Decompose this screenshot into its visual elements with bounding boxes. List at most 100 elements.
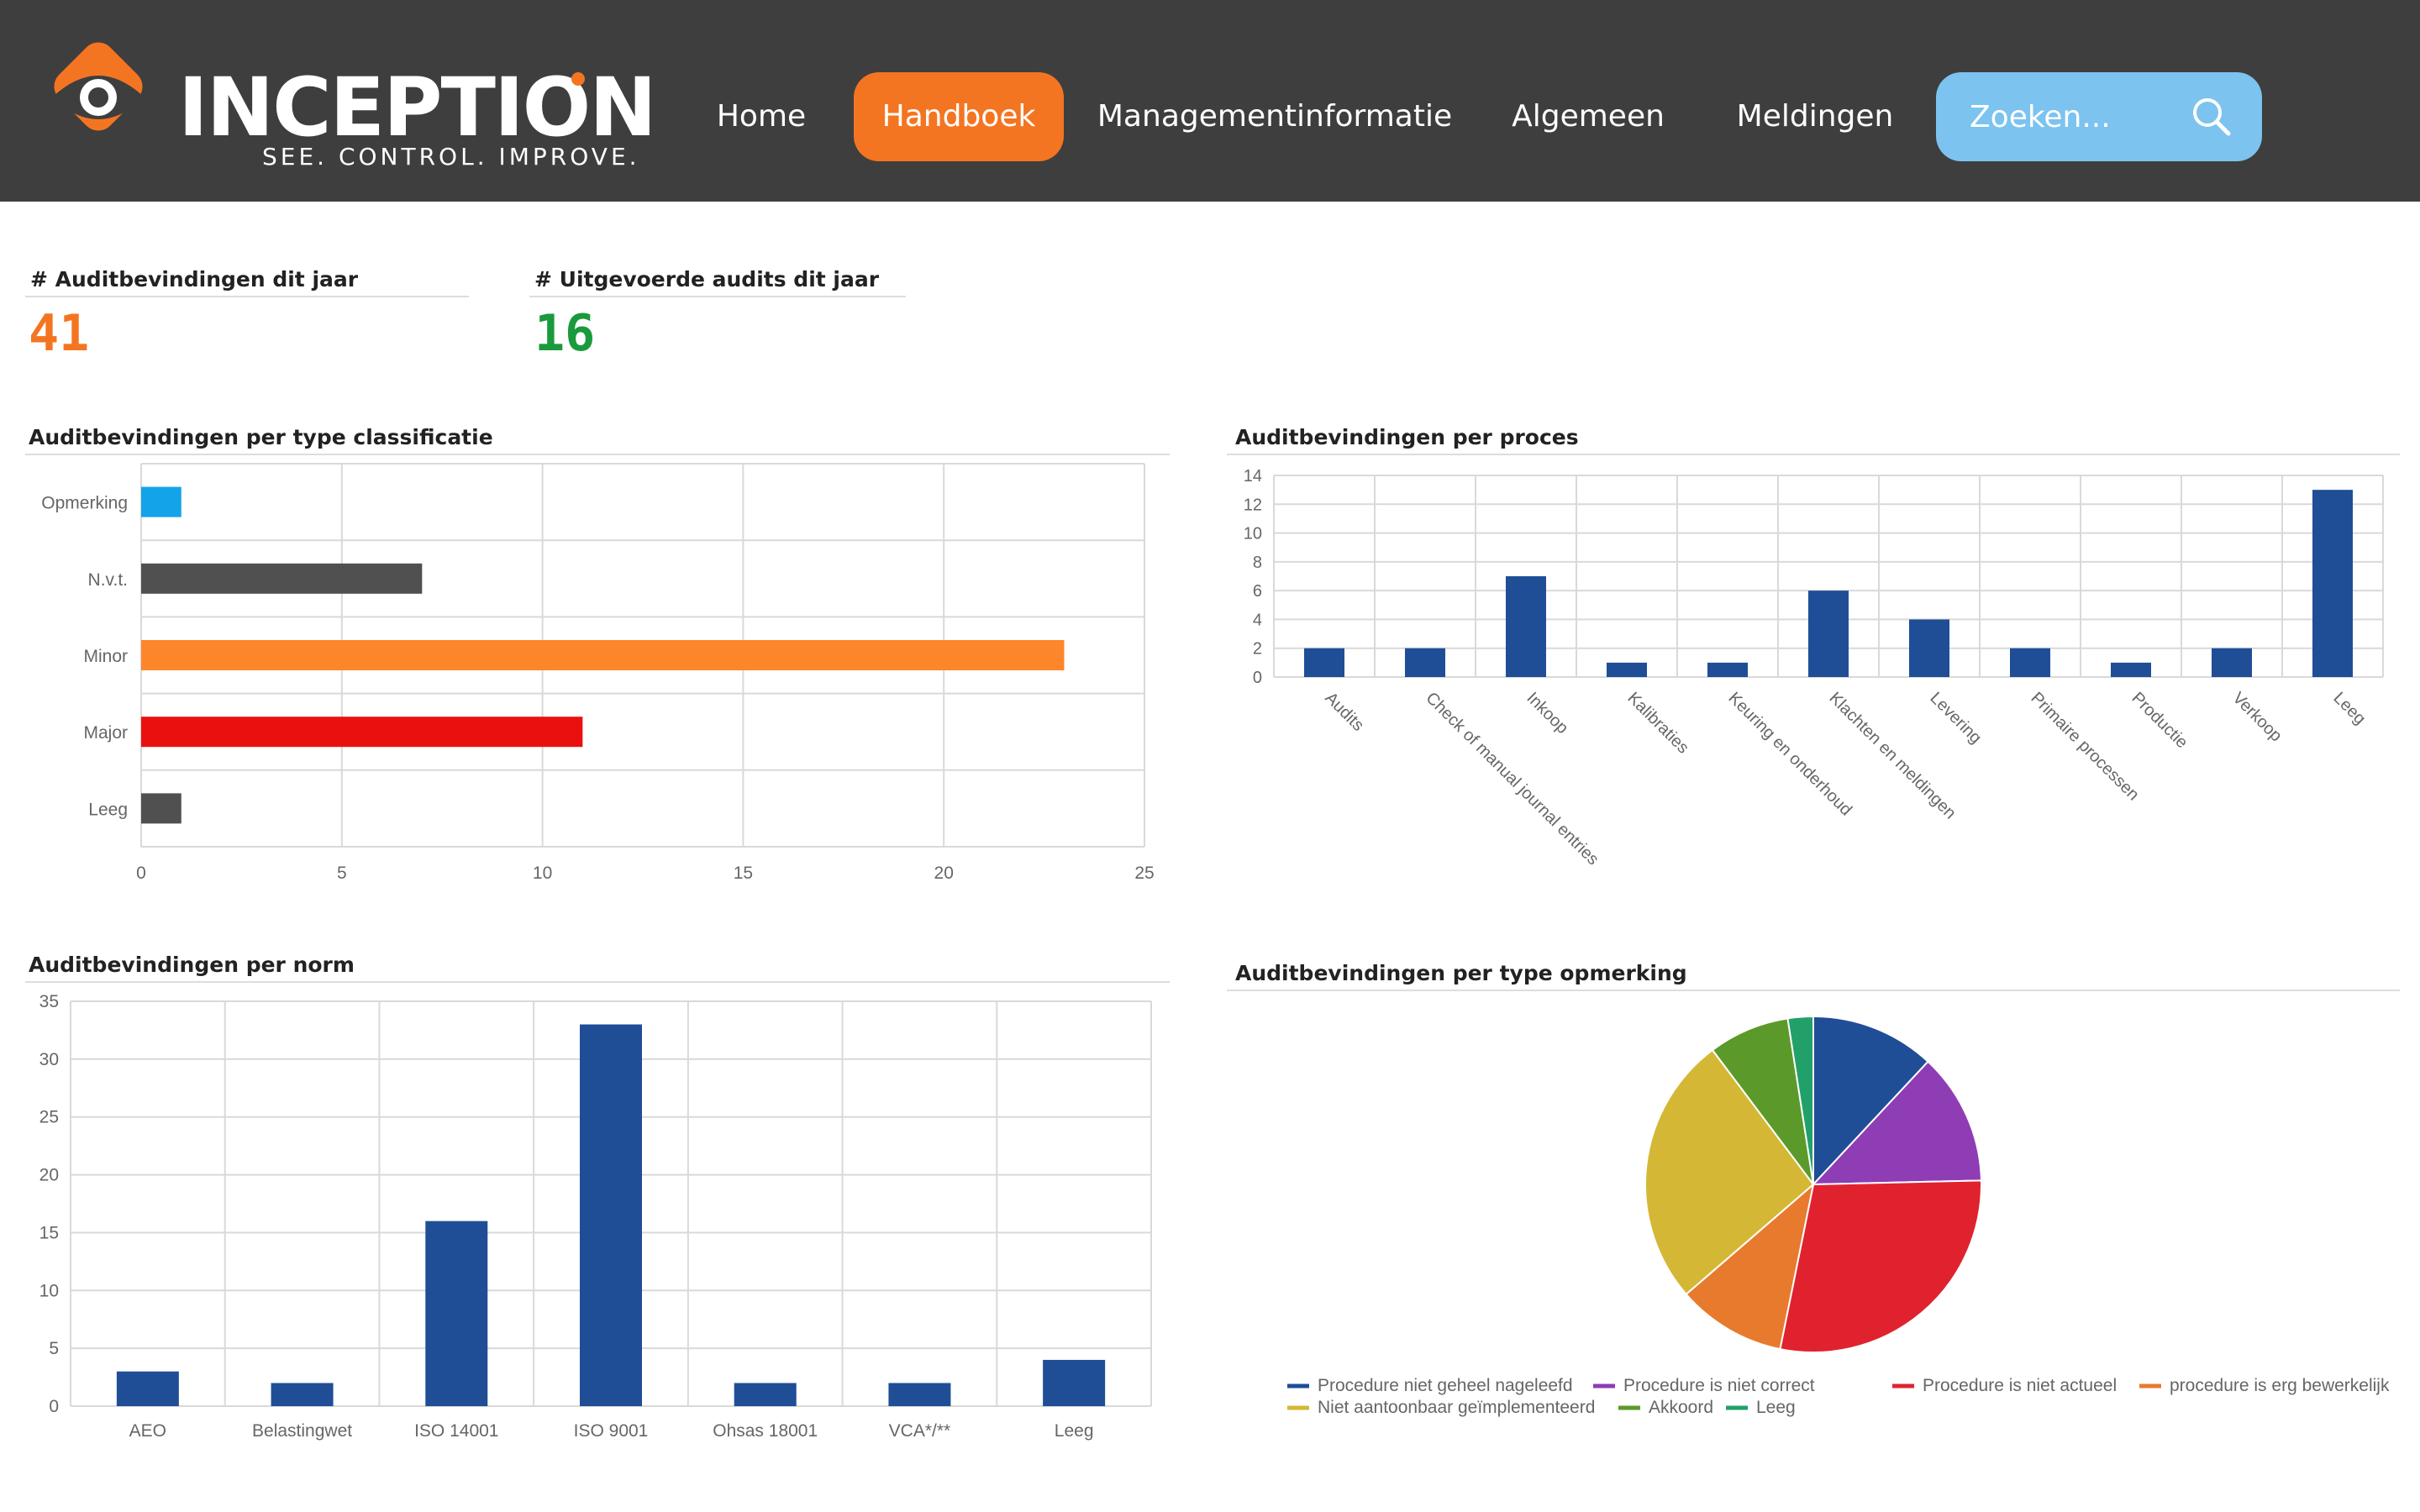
bar-chart-proces: 0 2 4 6 8 10 12 14 Audits Check of manual journal…: [1244, 467, 2384, 869]
bar-minor: [141, 640, 1065, 670]
y-tick-label: 0: [1253, 669, 1262, 687]
bar-klachten-en-meldingen: [1808, 591, 1849, 677]
x-tick-label: 5: [337, 864, 347, 883]
y-tick-label: 35: [39, 992, 59, 1011]
top-navigation-bar: INCEPTION SEE. CONTROL. IMPROVE. Home Ha…: [0, 0, 2420, 202]
x-tick-label: Primaire processen: [2027, 689, 2142, 804]
x-tick-label: VCA*/**: [889, 1421, 951, 1441]
bar-major: [141, 717, 583, 748]
divider-classificatie: [25, 454, 1170, 455]
divider-norm: [25, 981, 1170, 983]
bar-audits: [1304, 648, 1344, 677]
pie-slice-akkoord: [1711, 1017, 1814, 1185]
legend-label: Niet aantoonbaar geïmplementeerd: [1318, 1398, 1595, 1417]
pie-slice-niet-aantoonbaar-ge-mplementeerd: [1644, 1048, 1815, 1296]
x-tick-label: ISO 9001: [574, 1421, 649, 1441]
bar-aeo: [116, 1371, 179, 1406]
bar-vca-: [888, 1383, 951, 1406]
x-tick-label: Levering: [1926, 689, 1985, 748]
legend-label: Procedure is niet correct: [1623, 1376, 1815, 1395]
x-tick-label: 20: [934, 864, 954, 883]
nav-meldingen[interactable]: Meldingen: [1736, 99, 1894, 134]
bar-leeg: [141, 793, 182, 824]
bar-belastingwet: [271, 1383, 334, 1406]
kpi-findings-label: # Auditbevindingen dit jaar: [30, 267, 359, 291]
bar-chart-classificatie: 0 5 10 15 20 25 Opmerking N.v.t. Minor Major Leeg: [41, 463, 1155, 883]
legend-label: Akkoord: [1649, 1398, 1713, 1417]
y-tick-label: N.v.t.: [88, 570, 128, 590]
nav-handboek[interactable]: Handboek: [854, 72, 1064, 161]
logo-tagline: SEE. CONTROL. IMPROVE.: [262, 143, 640, 171]
kpi-audits-divider: [529, 296, 906, 297]
bar-iso-9001: [580, 1024, 642, 1406]
pie-slice-procedure-is-niet-correct: [1811, 1060, 1982, 1186]
bar-check-of-manual-journal-entries: [1405, 648, 1445, 677]
x-tick-label: 25: [1134, 864, 1154, 883]
y-tick-label: Opmerking: [41, 494, 128, 513]
x-tick-label: Leeg: [1055, 1421, 1094, 1441]
x-tick-label: Productie: [2128, 689, 2191, 752]
y-tick-label: 6: [1253, 582, 1262, 601]
bar-productie: [2111, 662, 2151, 677]
legend-label: Procedure is niet actueel: [1923, 1376, 2117, 1395]
bar-kalibraties: [1607, 662, 1647, 677]
search-icon[interactable]: [2190, 95, 2233, 139]
y-tick-label: 30: [39, 1050, 59, 1069]
kpi-findings-value: 41: [29, 304, 90, 363]
x-tick-label: ISO 14001: [414, 1421, 498, 1441]
kpi-audits-label: # Uitgevoerde audits dit jaar: [534, 267, 880, 291]
y-tick-label: 12: [1244, 496, 1262, 514]
bar-opmerking: [141, 486, 182, 517]
x-tick-label: 0: [136, 864, 146, 883]
x-tick-label: Kalibraties: [1623, 689, 1692, 758]
y-tick-label: 10: [39, 1281, 59, 1300]
nav-algemeen[interactable]: Algemeen: [1512, 99, 1665, 134]
y-tick-label: 8: [1253, 554, 1262, 572]
search-box[interactable]: [1936, 72, 2262, 161]
y-tick-label: Leeg: [88, 800, 128, 819]
x-tick-label: Check of manual journal entries: [1422, 689, 1602, 869]
nav-managementinformatie[interactable]: Managementinformatie: [1097, 99, 1453, 134]
bar-keuring-en-onderhoud: [1707, 662, 1748, 677]
y-tick-label: 2: [1253, 640, 1262, 659]
inception-logo[interactable]: INCEPTION SEE. CONTROL. IMPROVE.: [37, 42, 657, 176]
y-tick-label: 15: [39, 1223, 59, 1242]
pie-slice-procedure-niet-geheel-nageleefd: [1812, 1015, 1929, 1187]
y-tick-label: 4: [1253, 611, 1262, 629]
bar-inkoop: [1506, 576, 1546, 677]
y-tick-label: Minor: [83, 647, 128, 666]
logo-dot: [571, 72, 585, 86]
eye-logo-icon: [52, 42, 145, 131]
bar-leeg: [1043, 1359, 1106, 1406]
x-tick-label: Verkoop: [2228, 689, 2285, 745]
chart-title-classificatie: Auditbevindingen per type classificatie: [29, 425, 493, 449]
y-tick-label: 25: [39, 1108, 59, 1127]
y-tick-label: Major: [83, 723, 128, 743]
x-tick-label: AEO: [129, 1421, 166, 1441]
bar-leeg: [2312, 490, 2353, 677]
x-tick-label: Ohsas 18001: [713, 1421, 818, 1441]
search-input[interactable]: [1970, 72, 2180, 161]
x-tick-label: Belastingwet: [252, 1421, 352, 1441]
bar-n-v-t-: [141, 563, 423, 594]
bar-primaire-processen: [2010, 648, 2050, 677]
chart-title-opmerking: Auditbevindingen per type opmerking: [1235, 961, 1687, 985]
y-tick-label: 10: [1244, 525, 1262, 543]
legend-label: Leeg: [1756, 1398, 1796, 1417]
divider-proces: [1227, 454, 2400, 455]
pie-slice-procedure-is-erg-bewerkelijk: [1685, 1182, 1815, 1351]
chart-title-proces: Auditbevindingen per proces: [1235, 425, 1579, 449]
nav-home[interactable]: Home: [716, 99, 807, 134]
chart-title-norm: Auditbevindingen per norm: [29, 953, 355, 977]
x-tick-label: Audits: [1321, 689, 1367, 735]
bar-iso-14001: [425, 1221, 488, 1406]
y-tick-label: 20: [39, 1166, 59, 1185]
pie-slice-procedure-is-niet-actueel: [1779, 1179, 1982, 1353]
kpi-audits-value: 16: [534, 304, 596, 363]
y-tick-label: 14: [1244, 467, 1262, 486]
divider-opmerking: [1227, 990, 2400, 991]
pie-chart-opmerking: Procedure niet geheel nageleefd Procedure…: [1287, 1015, 2390, 1417]
bar-ohsas-18001: [734, 1383, 797, 1406]
x-tick-label: 15: [734, 864, 753, 883]
legend-label: Procedure niet geheel nageleefd: [1318, 1376, 1573, 1395]
